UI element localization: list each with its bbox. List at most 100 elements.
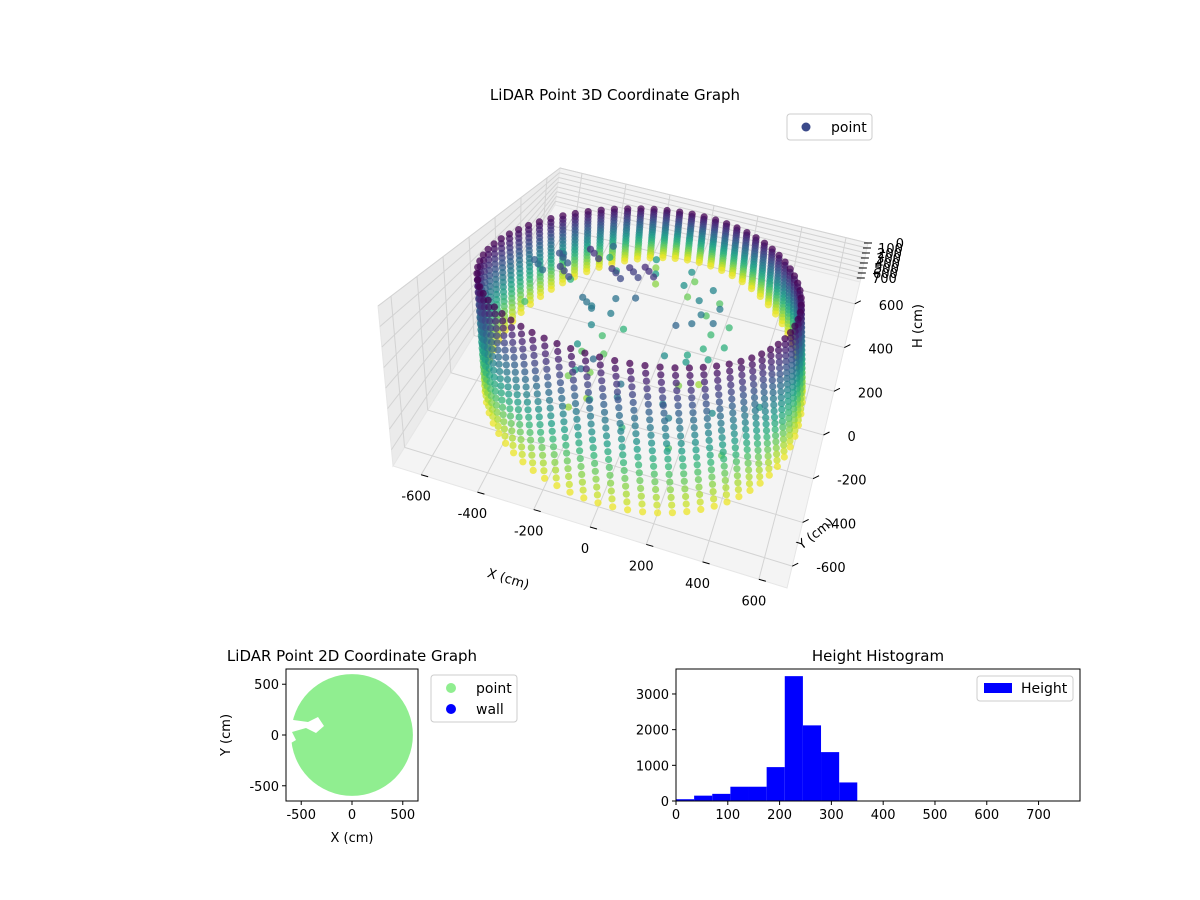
scatter-3d-point — [588, 436, 597, 444]
chart-2d-xlabel: X (cm) — [331, 831, 374, 846]
scatter-3d-point — [641, 362, 649, 370]
scatter-3d-point — [665, 470, 673, 478]
scatter-3d-point — [789, 400, 798, 408]
scatter-3d-point — [606, 253, 614, 261]
scatter-3d-point — [585, 396, 593, 404]
scatter-3d-point — [728, 272, 736, 280]
scatter-3d-point — [726, 374, 734, 382]
scatter-3d-point — [586, 412, 595, 420]
scatter-3d-point — [691, 431, 699, 439]
scatter-3d-point — [783, 386, 792, 394]
scatter-3d-point — [773, 462, 782, 471]
scatter-3d-point — [495, 429, 503, 437]
scatter-3d-point — [534, 398, 542, 406]
scatter-3d-point — [768, 370, 776, 378]
scatter-3d-point — [539, 451, 547, 459]
chart-3d-legend: point — [786, 113, 873, 141]
scatter-3d-point — [485, 303, 493, 311]
z-tick-label-3d: 200 — [877, 247, 902, 262]
scatter-3d-point — [637, 484, 645, 492]
scatter-3d-point — [517, 435, 525, 444]
scatter-3d-point — [762, 420, 770, 428]
x-tick-3d — [758, 578, 766, 582]
scatter-3d-point — [578, 470, 586, 478]
scatter-3d-point — [635, 469, 643, 477]
scatter-3d-point — [784, 392, 792, 400]
scatter-3d-point — [769, 382, 777, 390]
scatter-3d-point — [587, 321, 596, 329]
scatter-3d-point — [507, 316, 515, 324]
scatter-3d-point — [709, 320, 717, 328]
y-tick-label-hist: 3000 — [636, 688, 669, 703]
scatter-3d-point — [576, 447, 584, 455]
scatter-3d-point — [782, 352, 790, 360]
scatter-3d-point — [476, 257, 484, 265]
scatter-3d-point — [673, 394, 682, 402]
grid-line-z-back — [559, 167, 869, 244]
scatter-3d-point — [619, 459, 628, 467]
y-tick-label-2d: -500 — [249, 780, 279, 795]
scatter-3d-point — [577, 462, 585, 471]
scatter-3d-point — [618, 443, 626, 451]
chart-2d-ticks: -500 0 500 -500 0 500 — [249, 678, 415, 823]
scatter-3d-point — [754, 446, 762, 454]
scatter-3d-point — [517, 308, 525, 317]
scatter-3d-point — [490, 303, 498, 311]
scatter-3d-point — [629, 268, 638, 276]
scatter-3d-point — [688, 401, 697, 409]
scatter-3d-point — [759, 369, 767, 377]
scatter-3d-point — [526, 428, 534, 437]
scatter-3d-point — [781, 335, 789, 343]
scatter-3d-point — [762, 414, 770, 422]
scatter-3d-point — [615, 411, 624, 420]
scatter-3d-point — [553, 482, 561, 490]
scatter-3d-point — [783, 369, 791, 377]
x-tick-label-hist: 400 — [871, 808, 896, 823]
scatter-3d-point — [491, 380, 499, 388]
scatter-3d-point — [732, 458, 741, 466]
scatter-3d-point — [515, 413, 523, 421]
scatter-3d-point — [727, 381, 735, 389]
scatter-3d-point — [772, 444, 780, 452]
scatter-3d-point — [497, 382, 505, 390]
histogram-bar — [712, 793, 731, 801]
scatter-3d-point — [646, 424, 654, 432]
scatter-3d-point — [491, 260, 499, 268]
scatter-3d-point — [777, 388, 785, 396]
chart-2d-legend-point-label: point — [476, 681, 512, 697]
scatter-3d-point — [722, 484, 730, 492]
scatter-3d-point — [716, 405, 724, 413]
scatter-3d-point — [776, 364, 784, 372]
scatter-3d-point — [573, 340, 582, 348]
scatter-3d-point — [561, 433, 569, 442]
scatter-3d-point — [547, 420, 556, 428]
scatter-3d-point — [648, 447, 656, 455]
chart-3d-legend-label: point — [831, 120, 867, 136]
scatter-3d-point — [709, 488, 717, 496]
scatter-3d-point — [626, 359, 634, 367]
scatter-3d-point — [780, 447, 788, 455]
scatter-3d-point — [742, 425, 750, 433]
scatter-3d-point — [541, 474, 549, 482]
scatter-3d-point — [611, 364, 619, 372]
scatter-3d-point — [775, 346, 783, 354]
scatter-3d-point — [716, 300, 724, 308]
scatter-3d-point — [541, 342, 549, 350]
scatter-3d-point — [519, 353, 528, 361]
scatter-3d-point — [633, 255, 642, 263]
scatter-3d-point — [682, 500, 690, 508]
grid-line-x-back — [794, 226, 803, 266]
scatter-3d-point — [663, 447, 671, 455]
grid-line-y-side — [468, 236, 475, 336]
scatter-3d-point — [722, 491, 731, 499]
x-tick-3d — [646, 543, 654, 547]
scatter-3d-point — [492, 401, 501, 409]
scatter-3d-point — [490, 366, 498, 374]
scatter-3d-point — [516, 420, 524, 429]
scatter-3d-point — [733, 465, 741, 473]
x-tick-label-3d: 600 — [741, 594, 766, 609]
scatter-3d-point — [703, 407, 711, 415]
scatter-3d-point — [523, 391, 531, 399]
scatter-3d-point — [663, 440, 671, 448]
scatter-3d-point — [694, 476, 703, 484]
